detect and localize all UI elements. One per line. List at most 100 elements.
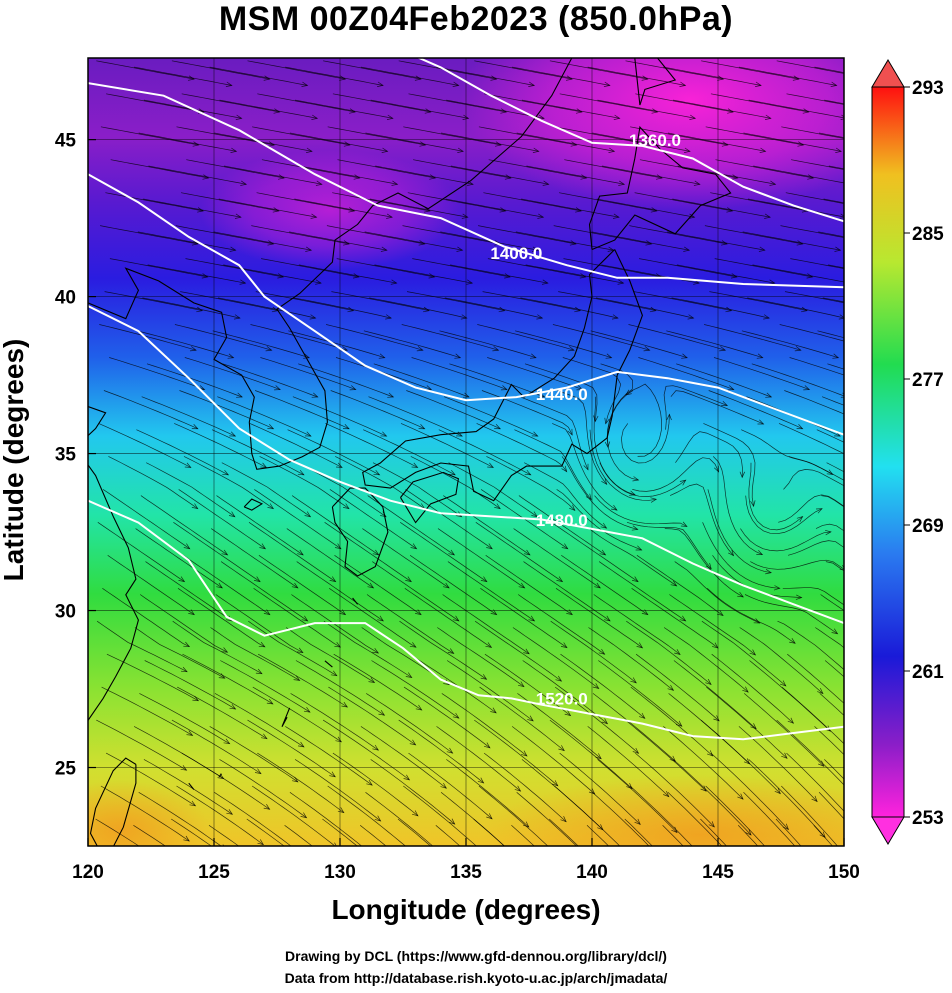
streamline-arrowhead [717,75,725,81]
streamline-arrowhead [191,240,199,246]
streamline [249,423,343,468]
streamline [592,693,676,762]
streamline-arrowhead [267,503,275,510]
streamline [708,390,803,430]
streamline-arrowhead [367,582,375,589]
streamline-arrowhead [529,353,537,359]
streamline [177,686,268,739]
streamline [442,594,530,655]
streamline [560,653,646,719]
streamline-arrowhead [183,543,191,550]
streamline [399,620,487,680]
streamline-arrowhead [257,839,265,846]
streamline [628,324,726,351]
streamline [106,93,204,113]
streamline [522,660,608,724]
streamline-arrowhead [721,240,728,246]
streamline-arrowhead [180,666,188,673]
coastline [331,487,389,577]
streamline-arrowhead [864,498,870,503]
streamline [209,66,308,86]
streamline-arrowhead [815,508,823,514]
streamline [714,258,813,278]
streamline-arrowhead [191,503,199,510]
streamline [743,132,842,152]
streamline [375,165,474,185]
height-contours: 1360.0 1400.0 1440.0 1480.0 1520.0 [88,58,844,741]
contour-line [88,82,844,289]
streamline [223,264,322,284]
streamline-arrowhead [297,469,305,476]
streamline-arrowhead [856,755,862,761]
streamline [360,726,447,789]
coastline [88,58,573,470]
streamline-arrowhead [498,306,506,313]
streamline [143,759,233,815]
streamline [482,291,581,312]
streamline [96,719,187,771]
streamline [171,818,212,846]
streamline-arrowhead [201,273,209,279]
streamline [213,231,312,251]
streamline [408,93,507,113]
streamline-arrowhead [494,503,501,510]
streamline [445,198,544,218]
streamline-arrowhead [443,582,450,589]
streamline [401,324,499,351]
streamline [257,653,348,708]
streamline [555,588,643,649]
streamline [289,792,363,846]
streamline [488,159,587,179]
streamline [713,357,810,390]
streamline [751,363,844,397]
streamline [554,126,653,146]
streamline-arrowhead [415,609,422,616]
streamline [707,489,772,574]
streamline [701,620,787,687]
streamline-arrowhead [592,683,600,690]
coastline [243,498,264,511]
streamline [450,264,548,284]
streamline-arrowhead [796,240,804,246]
streamline [186,159,285,179]
streamline [517,693,602,759]
streamline-arrowhead [599,549,607,556]
streamline [178,489,266,549]
streamline-arrowhead [634,818,641,826]
streamline [406,390,501,430]
coastline [188,782,195,790]
streamline [369,198,468,218]
streamline-arrowhead [504,174,512,180]
streamline-arrowhead [569,504,576,512]
streamline [816,429,844,443]
streamline-arrowhead [236,392,243,398]
streamline [625,60,724,80]
streamline-arrowhead [719,346,727,352]
streamline [146,363,243,398]
streamline-arrowhead [447,648,455,654]
streamline [294,198,393,218]
contour-line [88,173,844,436]
streamline-arrowhead [347,306,355,313]
streamline-arrowhead [291,582,299,589]
streamline [288,330,385,359]
streamline [211,528,298,589]
coastline [639,58,677,106]
streamline [784,390,844,415]
y-tick-label: 25 [55,759,77,780]
streamline-arrowhead [825,529,832,536]
streamline [404,588,492,648]
streamline [481,390,573,436]
streamline-arrowhead [386,114,394,120]
streamline [752,264,844,283]
streamline [475,522,563,582]
streamline-arrowhead [915,214,921,219]
streamline-arrowhead [368,677,376,683]
streamline-arrowhead [251,875,257,880]
cold-core-blob [460,58,844,210]
streamline-arrowhead [538,392,546,398]
streamline [257,93,356,113]
streamline [441,132,539,152]
streamline [667,792,723,846]
streamline [148,165,247,185]
